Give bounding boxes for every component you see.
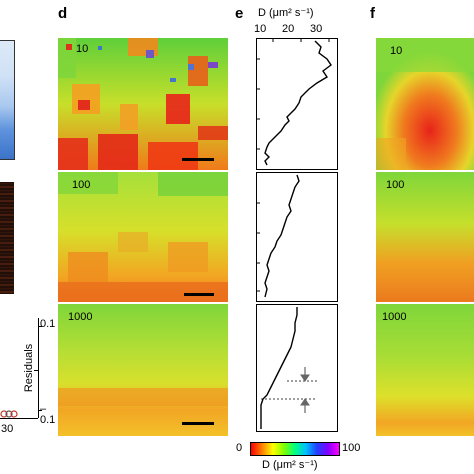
residuals-tick-label-bottom: –0.1 <box>40 403 56 426</box>
heatmap-d-10-label: 10 <box>76 43 89 55</box>
scale-bar-d-10 <box>182 158 214 161</box>
heatmap-f-10-svg <box>376 38 474 170</box>
heatmap-d-1000-svg <box>58 304 228 436</box>
colorbar-max-label: 100 <box>342 442 361 454</box>
panel-e-profile-line-3 <box>260 307 317 429</box>
residual-markers <box>0 406 20 424</box>
panel-letter-d: d <box>58 5 68 22</box>
scale-bar-left <box>2 296 12 299</box>
panel-e-profile-line-2 <box>257 174 300 298</box>
panel-e-axis-title: D (μm² s⁻¹) <box>258 7 314 19</box>
heatmap-f-10: 10 <box>376 38 474 170</box>
blue-gradient-box <box>0 40 15 160</box>
heatmap-f-1000-svg <box>376 304 474 436</box>
colorbar-title: D (μm² s⁻¹) <box>262 459 318 471</box>
panel-e-profile-box-3 <box>256 304 338 432</box>
colorbar <box>250 442 340 456</box>
heatmap-d-100-svg <box>58 172 228 302</box>
residuals-tick-label-top: 0.1 <box>40 318 56 330</box>
heatmap-d-1000: 1000 <box>58 304 228 436</box>
panel-e-tick-30: 30 <box>310 23 323 35</box>
residuals-label: Residuals <box>23 343 35 393</box>
panel-e-tick-20: 20 <box>282 23 295 35</box>
panel-e-profile-box-1 <box>256 38 338 170</box>
heatmap-f-100-svg <box>376 172 474 302</box>
panel-e-tick-10: 10 <box>254 23 267 35</box>
left-partial-panel: Residuals 0.1 –0.1 30 <box>0 0 55 474</box>
heatmap-f-1000-label: 1000 <box>382 311 407 323</box>
panel-e-profile-box-2 <box>256 172 338 302</box>
heatmap-f-1000: 1000 <box>376 304 474 436</box>
panel-letter-e: e <box>235 5 244 22</box>
heatmap-d-10-svg <box>58 38 228 170</box>
x-tick-label-30: 30 <box>1 423 14 435</box>
colorbar-min-label: 0 <box>236 442 243 454</box>
heatmap-f-10-label: 10 <box>390 45 403 57</box>
heatmap-d-1000-label: 1000 <box>68 311 93 323</box>
heatmap-f-100-label: 100 <box>386 179 405 191</box>
residuals-tick-top <box>38 326 42 327</box>
residuals-tick-bottom <box>38 410 42 411</box>
residuals-axis <box>38 318 39 418</box>
scale-bar-d-100 <box>184 293 214 296</box>
heatmap-f-100: 100 <box>376 172 474 302</box>
heatmap-d-10: 10 <box>58 38 228 170</box>
residuals-x-axis <box>0 418 38 419</box>
heatmap-d-100-label: 100 <box>72 179 91 191</box>
residuals-tick-mid <box>34 370 38 371</box>
dark-kymograph-strip <box>0 182 14 294</box>
scale-bar-d-1000 <box>182 422 214 425</box>
panel-letter-f: f <box>370 5 375 22</box>
panel-e-profile-line-1 <box>257 39 332 166</box>
heatmap-d-100: 100 <box>58 172 228 302</box>
